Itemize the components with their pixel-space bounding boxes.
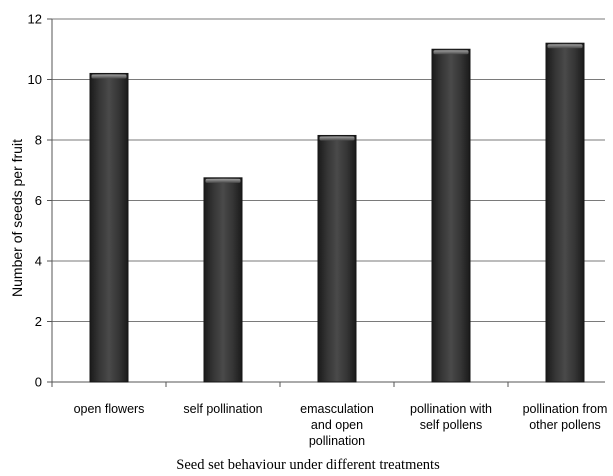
bar-2 xyxy=(317,134,357,383)
x-tick-label-3-0: pollination with xyxy=(410,402,492,416)
x-tick-label-1-0: self pollination xyxy=(183,402,262,416)
bar-0 xyxy=(89,72,129,383)
y-tick-label-2: 2 xyxy=(35,314,42,329)
bars xyxy=(89,42,585,383)
bar-highlight-0 xyxy=(91,74,127,79)
bar-body-2 xyxy=(317,134,357,383)
x-tick-label-2-0: emasculation xyxy=(300,402,374,416)
x-axis-title: Seed set behaviour under different treat… xyxy=(176,457,440,473)
bar-highlight-2 xyxy=(319,136,355,141)
bar-highlight-4 xyxy=(547,44,583,49)
x-tick-label-4-0: pollination from xyxy=(523,402,608,416)
bar-body-0 xyxy=(89,72,129,383)
y-axis-title: Number of seeds per fruit xyxy=(9,139,25,297)
bar-body-3 xyxy=(431,48,471,383)
bar-highlight-3 xyxy=(433,50,469,55)
x-tick-label-4-1: other pollens xyxy=(529,418,601,432)
x-tick-label-3-1: self pollens xyxy=(420,418,483,432)
bar-body-4 xyxy=(545,42,585,383)
bar-4 xyxy=(545,42,585,383)
x-tick-label-2-1: and open xyxy=(311,418,363,432)
x-tick-label-2-2: pollination xyxy=(309,434,365,448)
bar-body-1 xyxy=(203,177,243,383)
y-tick-label-0: 0 xyxy=(35,375,42,390)
bar-1 xyxy=(203,177,243,383)
y-tick-label-8: 8 xyxy=(35,133,42,148)
y-tick-label-12: 12 xyxy=(28,12,42,27)
x-tick-label-0-0: open flowers xyxy=(74,402,145,416)
bar-3 xyxy=(431,48,471,383)
y-tick-label-6: 6 xyxy=(35,193,42,208)
y-tick-label-4: 4 xyxy=(35,254,42,269)
tick-labels: 0 2 4 6 8 10 12 open flowers self pollination ema… xyxy=(28,12,608,449)
y-tick-label-10: 10 xyxy=(28,72,42,87)
bar-highlight-1 xyxy=(205,178,241,183)
